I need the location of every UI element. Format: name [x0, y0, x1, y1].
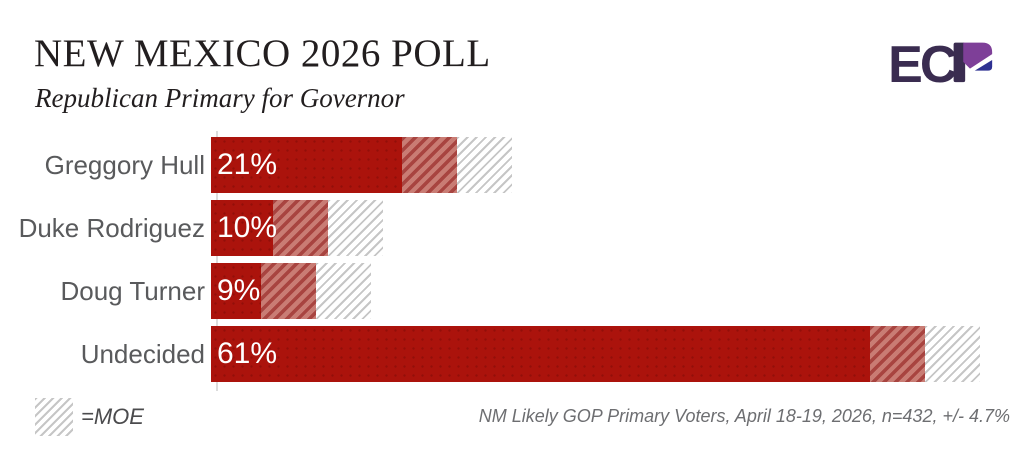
bar-solid-segment: 21%	[211, 137, 402, 193]
category-label: Duke Rodriguez	[18, 212, 205, 243]
bar-group: 9%	[211, 263, 372, 319]
value-label: 9%	[217, 274, 261, 307]
category-label: Undecided	[80, 338, 205, 369]
chart-baseline-axis	[216, 131, 218, 391]
bar-solid-segment: 61%	[211, 326, 870, 382]
bar-group: 10%	[211, 200, 383, 256]
moe-legend-swatch	[35, 398, 73, 436]
page-title: NEW MEXICO 2026 POLL	[34, 32, 491, 75]
bar-moe-outer-hatch	[456, 137, 512, 193]
ecp-logo: EC	[888, 27, 996, 96]
bar-solid-segment: 10%	[211, 200, 277, 256]
value-label: 10%	[217, 211, 278, 244]
bar-moe-inner-hatch	[273, 200, 328, 256]
bar-row: Greggory Hull 21%	[0, 137, 1024, 193]
logo-p-purple	[963, 42, 993, 69]
category-label: Doug Turner	[60, 275, 205, 306]
methodology-footnote: NM Likely GOP Primary Voters, April 18-1…	[478, 406, 1010, 426]
bar-row: Undecided 61%	[0, 326, 1024, 382]
value-label: 61%	[217, 337, 278, 370]
logo-p-stem	[953, 42, 966, 83]
logo-p-blue	[974, 59, 993, 71]
bar-row: Duke Rodriguez 10%	[0, 200, 1024, 256]
bar-group: 61%	[211, 326, 980, 382]
bar-chart: Greggory Hull 21% Duke Rodriguez 10% Dou…	[0, 137, 1024, 389]
bar-row: Doug Turner 9%	[0, 263, 1024, 319]
bar-moe-inner-hatch	[401, 137, 457, 193]
bar-moe-outer-hatch	[316, 263, 372, 319]
value-label: 21%	[217, 148, 278, 181]
bar-group: 21%	[211, 137, 512, 193]
bar-moe-inner-hatch	[869, 326, 925, 382]
bar-moe-outer-hatch	[327, 200, 383, 256]
ecp-logo-icon: EC	[888, 36, 993, 94]
bar-moe-outer-hatch	[924, 326, 980, 382]
page-subtitle: Republican Primary for Governor	[35, 83, 405, 113]
bar-solid-segment: 9%	[211, 263, 262, 319]
moe-legend-label: =MOE	[81, 404, 144, 429]
logo-ec-letters: EC	[890, 36, 957, 91]
bar-moe-inner-hatch	[261, 263, 317, 319]
category-label: Greggory Hull	[44, 149, 205, 180]
